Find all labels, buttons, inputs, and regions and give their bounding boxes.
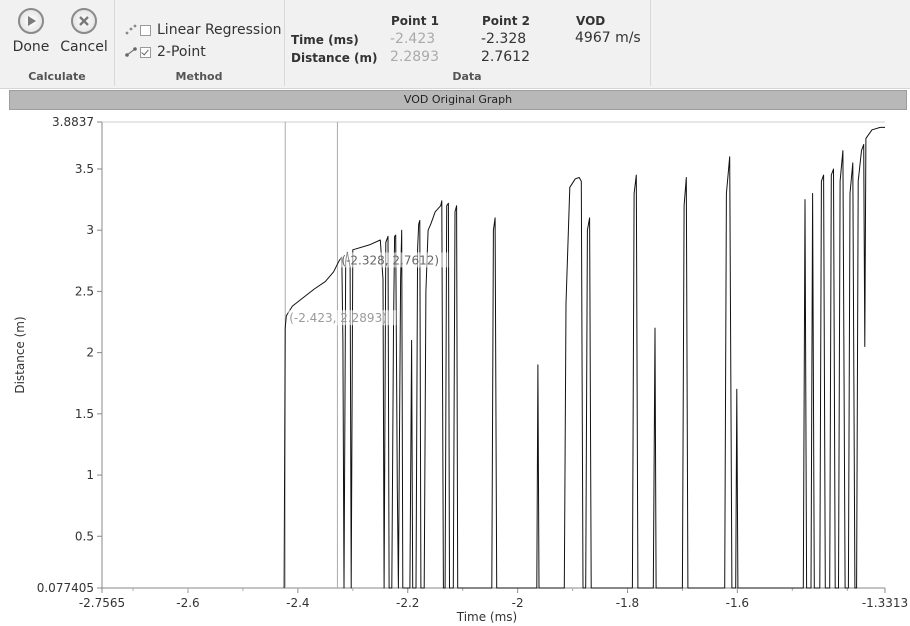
play-icon [18, 8, 44, 34]
x-tick-label-1: -2.6 [176, 596, 199, 610]
x-tick-label-3: -2.2 [396, 596, 419, 610]
annotation-bg-2 [340, 252, 449, 268]
linear-regression-checkbox[interactable] [140, 24, 151, 36]
x-tick-label-0: -2.7565 [79, 596, 125, 610]
point1-distance: 2.2893 [390, 49, 439, 65]
graph-title-bar: VOD Original Graph [9, 90, 907, 110]
calculate-group: Done Cancel Calculate [0, 0, 115, 86]
annotation-bg-1 [288, 310, 397, 326]
done-label: Done [12, 39, 50, 55]
x-tick-label-7: -1.3313 [862, 596, 908, 610]
cancel-label: Cancel [60, 39, 108, 55]
close-icon [71, 8, 97, 34]
point2-time: -2.328 [481, 31, 527, 47]
ribbon-toolbar: Done Cancel Calculate Linear Regression [0, 0, 910, 89]
cursor-layer [284, 122, 338, 588]
vod-value: 4967 m/s [575, 30, 641, 46]
x-tick-label-6: -1.6 [726, 596, 749, 610]
point1-time: -2.423 [390, 31, 436, 47]
vod-chart[interactable]: 0.077405 0.5 1 1.5 2 2.5 3 3.5 3.8837 -2.7565 -2.6… [0, 110, 910, 626]
axes-layer: 0.077405 0.5 1 1.5 2 2.5 3 3.5 3.8837 -2.7565 -2.6… [37, 115, 908, 610]
point2-annotation: (-2.328, 2.7612) [341, 253, 439, 267]
data-group-label: Data [452, 70, 482, 83]
vod-header: VOD [576, 14, 606, 28]
y-tick-label-6: 3 [86, 223, 94, 237]
y-tick-label-7: 3.5 [75, 162, 94, 176]
series-layer [283, 126, 885, 589]
point2-distance: 2.7612 [481, 49, 530, 65]
two-point-label: 2-Point [157, 44, 206, 60]
data-group: Time (ms) Distance (m) Point 1 -2.423 2.… [284, 0, 651, 86]
linear-regression-label: Linear Regression [157, 22, 282, 38]
x-axis-label: Time (ms) [456, 610, 518, 624]
point1-annotation: (-2.423, 2.2893) [289, 311, 387, 325]
point2-header: Point 2 [482, 14, 530, 28]
y-tick-label-5: 2.5 [75, 284, 94, 298]
y-tick-label-1: 0.5 [75, 529, 94, 543]
y-tick-label-4: 2 [86, 346, 94, 360]
y-tick-label-0: 0.077405 [37, 581, 94, 595]
x-tick-label-5: -1.8 [616, 596, 639, 610]
distance-row-label: Distance (m) [291, 51, 378, 65]
calculate-group-label: Calculate [28, 70, 86, 83]
linear-regression-option[interactable]: Linear Regression [124, 22, 282, 38]
method-group-label: Method [175, 70, 223, 83]
cancel-button[interactable]: Cancel [59, 6, 109, 64]
two-point-option[interactable]: 2-Point [124, 44, 206, 60]
y-tick-label-8: 3.8837 [52, 115, 94, 129]
annotation-layer: (-2.423, 2.2893) (-2.328, 2.7612) [288, 252, 449, 326]
x-tick-label-2: -2.4 [286, 596, 309, 610]
y-axis-label: Distance (m) [13, 316, 27, 393]
two-point-icon [125, 47, 137, 57]
x-tick-label-4: -2 [512, 596, 524, 610]
scatter-icon [125, 24, 137, 35]
point1-header: Point 1 [391, 14, 439, 28]
y-tick-label-3: 1.5 [75, 407, 94, 421]
series-line-0 [283, 126, 885, 589]
method-group: Linear Regression 2-Point Method [114, 0, 285, 86]
two-point-checkbox[interactable] [140, 46, 151, 58]
y-tick-label-2: 1 [86, 468, 94, 482]
time-row-label: Time (ms) [291, 33, 359, 47]
done-button[interactable]: Done [6, 6, 56, 64]
